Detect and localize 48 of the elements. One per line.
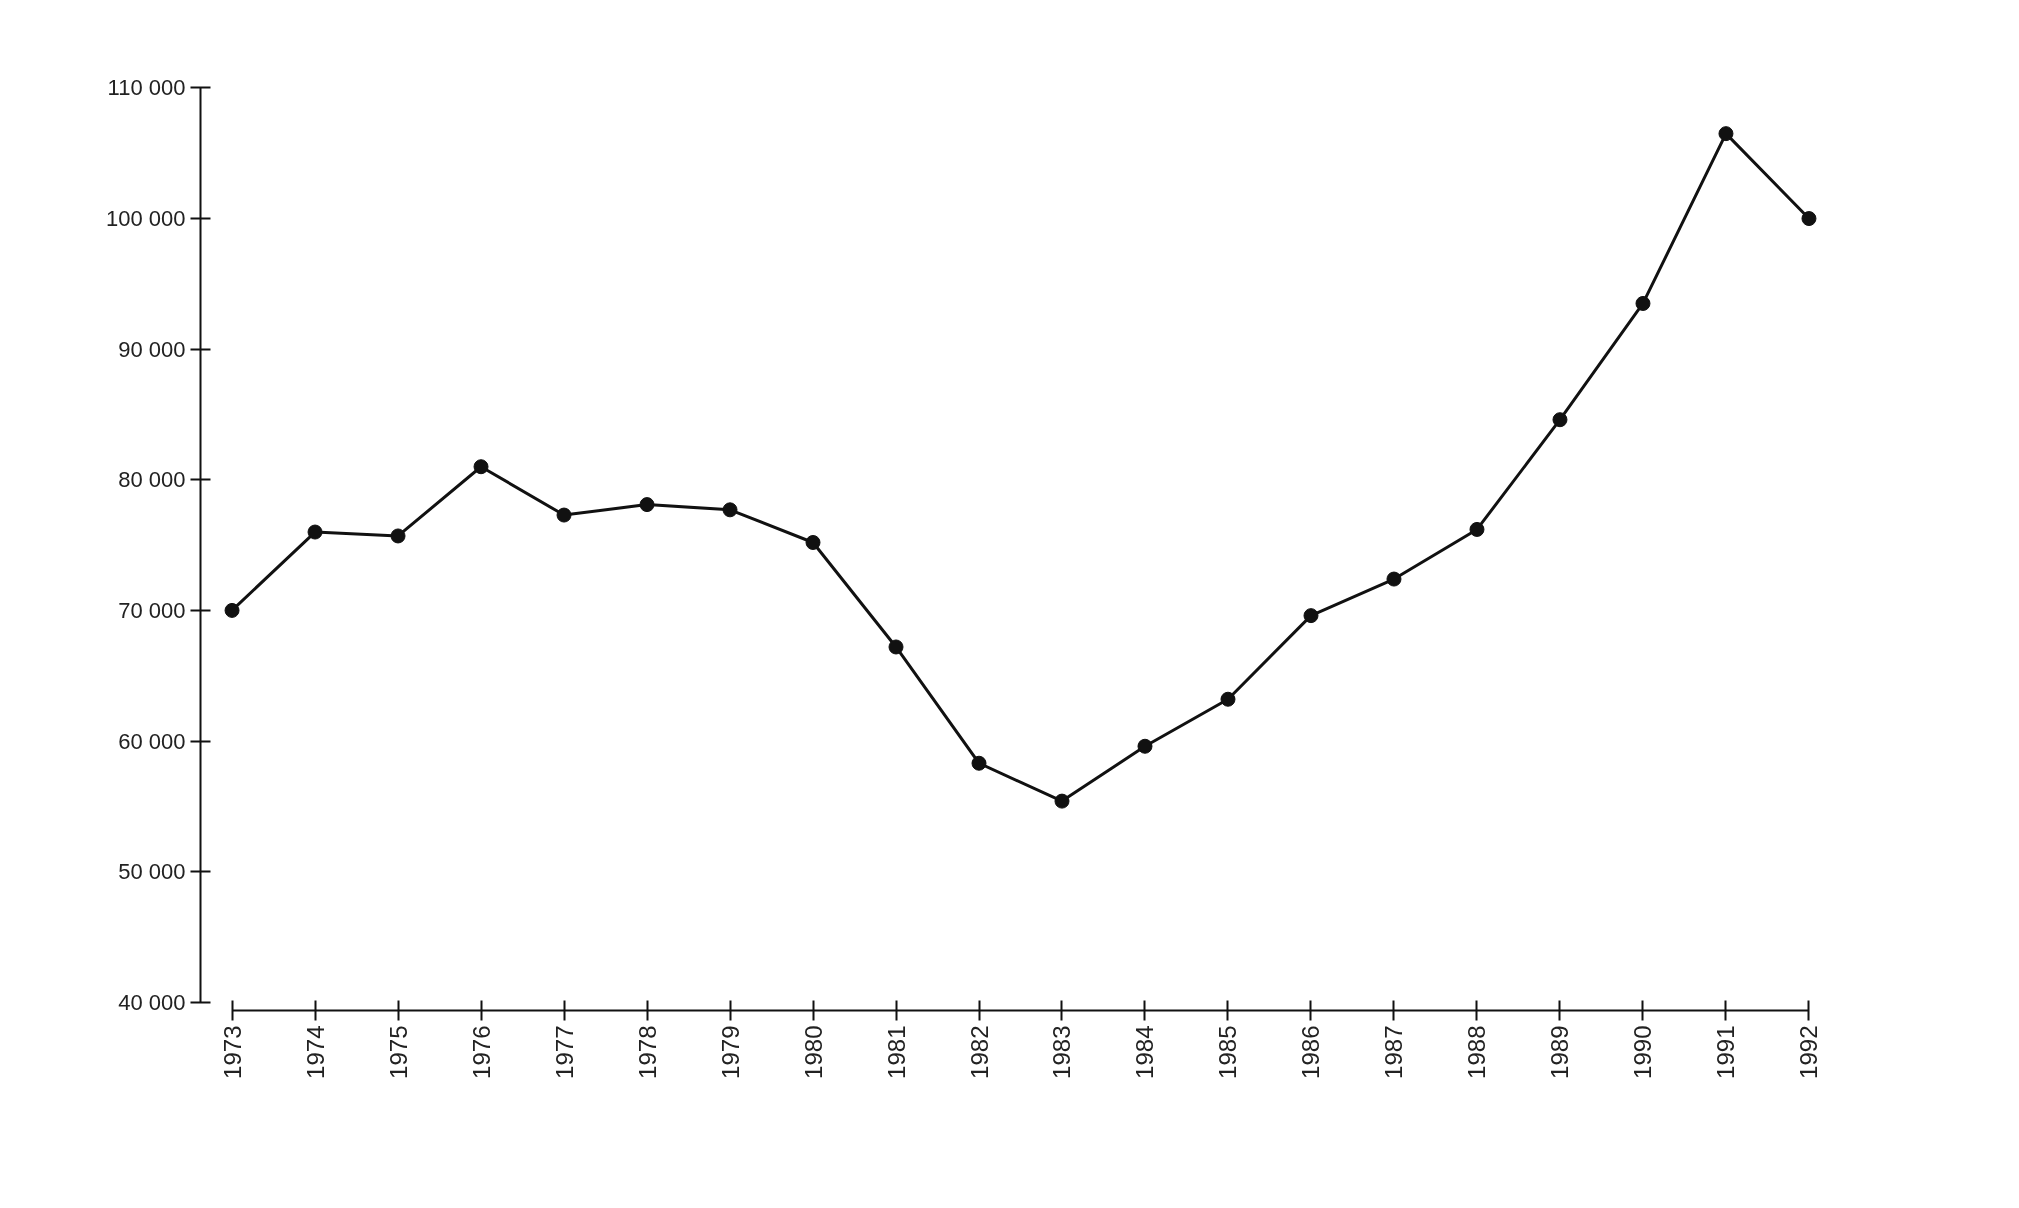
y-tick-label: 60 000 — [118, 728, 186, 754]
x-tick-label: 1989 — [1546, 1025, 1574, 1079]
x-tick-label: 1986 — [1297, 1025, 1325, 1079]
y-tick-label: 100 000 — [105, 206, 186, 232]
point — [473, 459, 489, 475]
point — [639, 497, 655, 513]
point — [1801, 211, 1817, 227]
x-tick-label: 1983 — [1048, 1025, 1076, 1079]
x-tick-label: 1979 — [716, 1025, 744, 1079]
point — [888, 639, 904, 655]
point — [971, 755, 987, 771]
point — [224, 602, 240, 618]
point — [1303, 608, 1319, 624]
x-tick-label: 1991 — [1712, 1025, 1740, 1079]
point — [1635, 295, 1651, 311]
y-tick-label: 40 000 — [118, 989, 186, 1015]
point — [1552, 412, 1568, 428]
x-tick-label: 1982 — [965, 1025, 993, 1079]
point — [722, 502, 738, 518]
y-tick-label: 90 000 — [118, 336, 186, 362]
point — [1469, 521, 1485, 537]
x-tick-label: 1973 — [218, 1025, 246, 1079]
x-tick-label: 1988 — [1463, 1025, 1491, 1079]
x-tick-label: 1975 — [384, 1025, 412, 1079]
x-tick-label: 1990 — [1629, 1025, 1657, 1079]
point — [1054, 793, 1070, 809]
point — [1220, 691, 1236, 707]
x-tick-label: 1977 — [550, 1025, 578, 1079]
point — [1718, 126, 1734, 142]
y-tick-label: 50 000 — [118, 859, 186, 885]
point — [805, 535, 821, 550]
x-tick-label: 1987 — [1380, 1025, 1408, 1079]
point — [1386, 571, 1402, 587]
point — [307, 524, 323, 540]
x-tick-label: 1980 — [799, 1025, 827, 1079]
x-tick-label: 1981 — [882, 1025, 910, 1079]
point — [390, 528, 406, 544]
x-tick-label: 1985 — [1214, 1025, 1242, 1079]
y-tick-label: 110 000 — [107, 75, 186, 101]
x-tick-label: 1984 — [1131, 1025, 1159, 1079]
x-tick-label: 1978 — [633, 1025, 661, 1079]
x-tick-label: 1992 — [1795, 1025, 1823, 1079]
y-tick-label: 70 000 — [118, 597, 186, 623]
x-tick-label: 1974 — [301, 1025, 329, 1079]
point — [1137, 738, 1153, 754]
y-tick-label: 80 000 — [118, 467, 186, 493]
x-tick-label: 1976 — [467, 1025, 495, 1079]
point — [556, 507, 572, 523]
